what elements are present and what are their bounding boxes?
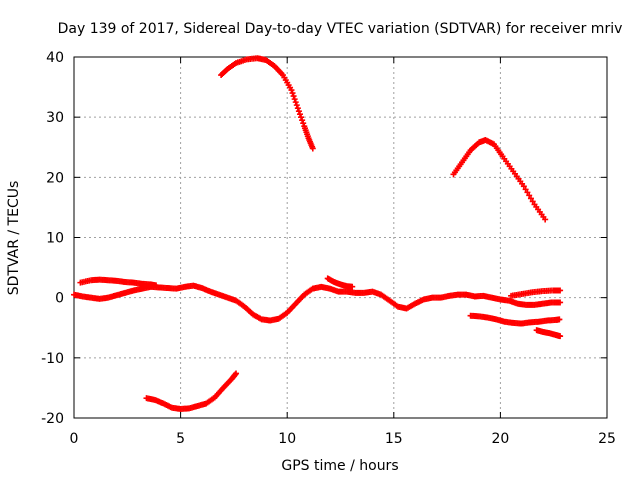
data-point <box>527 195 534 202</box>
x-tick-label: 10 <box>278 431 296 447</box>
data-point <box>557 299 564 306</box>
data-point <box>524 189 531 196</box>
y-tick-label: 0 <box>55 291 64 307</box>
series-cluster-main <box>71 282 564 324</box>
series-arc-high-1 <box>218 55 316 152</box>
y-tick-label: 20 <box>46 170 64 186</box>
y-tick-label: 40 <box>46 50 64 66</box>
data-point <box>293 102 300 109</box>
data-point <box>291 96 298 103</box>
data-point <box>556 316 563 323</box>
data-point <box>526 192 533 199</box>
series-arc-low <box>143 370 240 412</box>
y-tick-label: -20 <box>41 411 64 427</box>
y-axis-label: SDTVAR / TECUs <box>6 181 22 296</box>
data-point <box>522 186 529 193</box>
data-point <box>529 198 536 205</box>
grid <box>74 57 607 418</box>
data-point <box>294 105 301 112</box>
data-point <box>153 282 160 289</box>
data-point <box>299 117 306 124</box>
chart-title: Day 139 of 2017, Sidereal Day-to-day VTE… <box>58 21 623 37</box>
data-point <box>290 93 297 100</box>
data-point <box>557 333 564 340</box>
series-cluster-upper <box>77 275 564 299</box>
data-point <box>233 370 240 377</box>
series-arc-high-2 <box>450 137 549 223</box>
x-tick-label: 5 <box>176 431 185 447</box>
data-point <box>292 99 299 106</box>
x-tick-label: 0 <box>70 431 79 447</box>
x-tick-label: 20 <box>491 431 509 447</box>
y-tick-label: 30 <box>46 110 64 126</box>
data-point <box>542 216 549 223</box>
series-cluster-lower <box>467 312 564 340</box>
data-point <box>296 111 303 118</box>
y-tick-label: -10 <box>41 351 64 367</box>
data-point <box>298 114 305 121</box>
y-tick-label: 10 <box>46 231 64 247</box>
axis-ticks: 0 5 10 15 20 25 -20 -10 0 10 20 30 40 <box>41 50 616 447</box>
data-point <box>349 283 356 290</box>
data-point <box>309 145 316 152</box>
data-marks <box>71 55 564 412</box>
data-point <box>520 183 527 190</box>
x-tick-label: 25 <box>598 431 616 447</box>
data-point <box>300 120 307 127</box>
data-point <box>288 87 295 94</box>
data-point <box>289 90 296 97</box>
data-point <box>295 108 302 115</box>
x-tick-label: 15 <box>385 431 403 447</box>
data-point <box>557 287 564 294</box>
x-axis-label: GPS time / hours <box>281 458 398 474</box>
